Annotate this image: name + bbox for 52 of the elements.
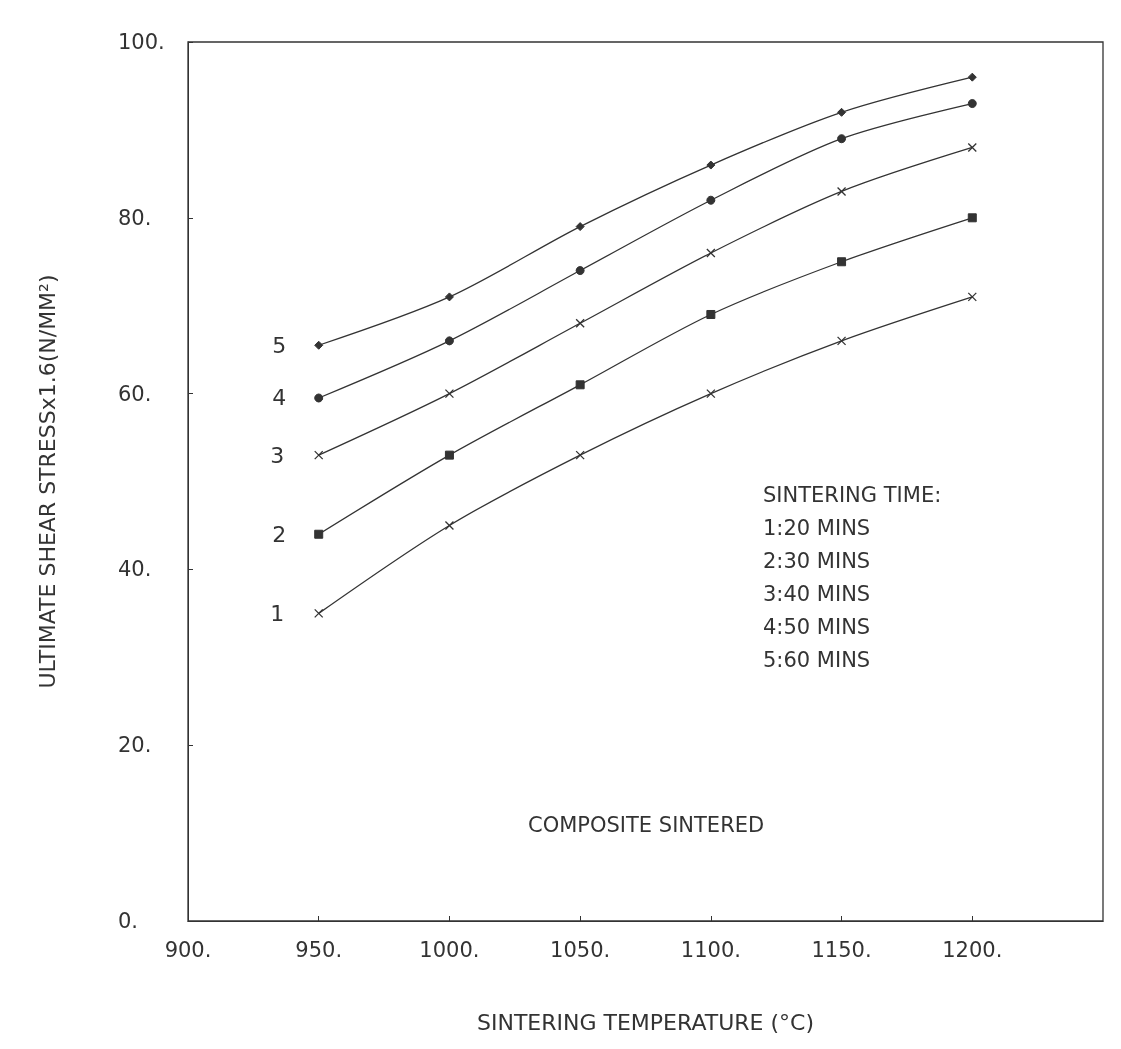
point xyxy=(444,388,455,399)
series-label: 2 xyxy=(272,521,287,547)
point xyxy=(575,318,585,328)
y-tick-label: 0. xyxy=(118,909,139,933)
y-tick-label: 100. xyxy=(118,30,165,54)
series-label: 1 xyxy=(270,600,285,626)
x-tick-label: 1000. xyxy=(419,937,480,962)
point xyxy=(837,134,847,144)
y-tick-label: 40. xyxy=(118,557,152,582)
point xyxy=(836,336,847,346)
y-tick-label: 60. xyxy=(118,381,152,406)
point xyxy=(444,450,454,460)
point xyxy=(967,142,977,153)
x-tick-label: 950. xyxy=(295,937,343,962)
x-tick-label: 1050. xyxy=(550,937,611,962)
x-tick-label: 900. xyxy=(164,937,212,962)
point xyxy=(444,520,455,531)
point xyxy=(967,213,977,223)
x-tick-label: 1150. xyxy=(811,937,872,962)
annotation: SINTERING TIME: 1:20 MINS 2:30 MINS 3:40 MINS 4:50 MINS 5:60 MINS xyxy=(763,482,942,672)
point xyxy=(837,257,847,267)
y-axis-title: ULTIMATE SHEAR STRESSx1.6(N/MM²) xyxy=(34,274,60,689)
series-label: 3 xyxy=(270,442,285,468)
point xyxy=(575,222,585,232)
point xyxy=(314,340,324,350)
point xyxy=(314,393,324,403)
point xyxy=(314,529,324,539)
point xyxy=(706,388,716,399)
point xyxy=(444,292,454,302)
annotation: COMPOSITE SINTERED xyxy=(528,812,765,837)
point xyxy=(706,248,716,258)
y-tick-label: 80. xyxy=(118,205,152,230)
point xyxy=(575,450,585,460)
x-tick-label: 1100. xyxy=(680,937,741,962)
point xyxy=(837,107,847,117)
point xyxy=(967,72,977,82)
point xyxy=(314,608,324,618)
point xyxy=(967,99,977,109)
series-label: 4 xyxy=(272,385,287,411)
point xyxy=(314,450,324,460)
point xyxy=(706,309,716,319)
point xyxy=(575,380,585,390)
point xyxy=(575,266,585,276)
x-axis-title: SINTERING TEMPERATURE (°C) xyxy=(477,1009,814,1035)
point xyxy=(444,336,454,346)
point xyxy=(967,292,977,302)
series-label: 5 xyxy=(272,332,287,358)
y-tick-label: 20. xyxy=(118,733,152,758)
x-tick-label: 1200. xyxy=(942,937,1003,962)
point xyxy=(836,186,847,197)
point xyxy=(706,160,716,170)
point xyxy=(706,195,716,205)
